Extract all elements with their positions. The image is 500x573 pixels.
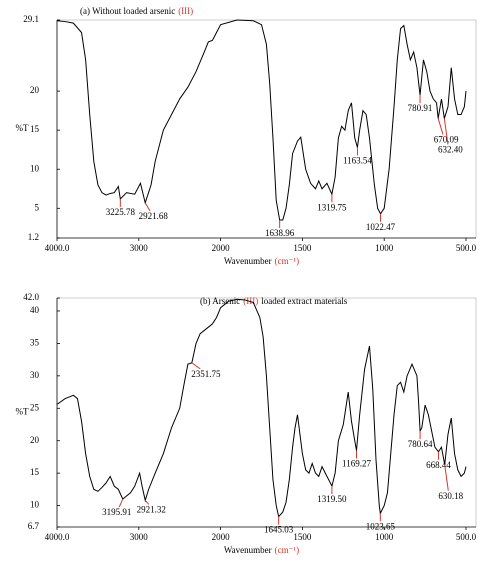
x-tick-label: 1500: [293, 243, 312, 253]
peak-label: 668.44: [426, 460, 451, 470]
chart-title-part: (III): [243, 296, 258, 306]
y-tick-label: 15: [30, 124, 40, 134]
y-tick-label: 20: [30, 435, 40, 445]
peak-label: 2351.75: [191, 369, 221, 379]
x-axis-label: Wavenumber (cm⁻¹): [224, 545, 299, 555]
y-tick-label: 29.1: [23, 14, 39, 24]
chart-title-part: (III): [178, 6, 193, 16]
chart-title: (a) Without loaded arsenic (III): [80, 6, 193, 16]
peak-label: 630.18: [438, 491, 463, 501]
y-tick-label: 40: [30, 305, 40, 315]
y-tick-label: 20: [30, 85, 40, 95]
x-axis-label-part: Wavenumber: [224, 256, 272, 266]
peak-marker: [144, 202, 151, 212]
chart-title-part: (b) Arsenic: [200, 296, 240, 306]
peak-label: 632.40: [438, 145, 463, 155]
y-tick-label: 10: [30, 163, 40, 173]
peak-marker: [191, 362, 201, 370]
x-tick-label: 1000: [375, 532, 394, 542]
peak-marker: [444, 464, 449, 491]
chart-title: (b) Arsenic (III) loaded extract materials: [200, 296, 348, 306]
x-tick-label: 4000.0: [45, 243, 70, 253]
x-tick-label: 1000: [375, 243, 394, 253]
chart-title-part: (a) Without loaded arsenic: [80, 6, 175, 16]
x-tick-label: 3000: [130, 243, 149, 253]
y-tick-label: 30: [30, 370, 40, 380]
x-axis-label-part: Wavenumber: [224, 545, 272, 555]
x-axis-label-part: (cm⁻¹): [275, 256, 299, 266]
peak-label: 1319.50: [317, 494, 347, 504]
peak-marker: [443, 118, 449, 145]
x-tick-label: 500.0: [456, 532, 477, 542]
x-tick-label: 2000: [212, 243, 231, 253]
peak-label: 2921.68: [139, 211, 169, 221]
y-tick-label: 6.7: [28, 521, 40, 531]
peak-marker: [437, 118, 444, 135]
peak-label: 3195.91: [102, 507, 131, 517]
peak-label: 1638.96: [265, 228, 295, 238]
y-tick-label: 10: [30, 500, 40, 510]
peak-label: 1319.75: [317, 202, 347, 212]
peak-label: 1169.27: [342, 459, 371, 469]
y-tick-label: 42.0: [23, 292, 39, 302]
y-tick-label: 35: [30, 337, 40, 347]
peak-label: 1645.03: [264, 525, 294, 535]
y-tick-label: 15: [30, 467, 40, 477]
x-tick-label: 2000: [212, 532, 231, 542]
x-axis-label: Wavenumber (cm⁻¹): [224, 256, 299, 266]
peak-label: 780.64: [408, 439, 433, 449]
peak-label: 670.09: [434, 135, 459, 145]
spectrum-line: [56, 19, 467, 221]
peak-label: 1022.47: [366, 222, 396, 232]
y-tick-label: 25: [30, 402, 40, 412]
peak-label: 780.91: [408, 103, 433, 113]
x-axis-label-part: (cm⁻¹): [275, 545, 299, 555]
x-tick-label: 3000: [130, 532, 149, 542]
x-tick-label: 1500: [293, 532, 312, 542]
peak-marker: [144, 500, 150, 505]
y-axis-label: %T: [16, 407, 29, 417]
peak-label: 2921.32: [137, 504, 166, 514]
peak-marker: [118, 498, 124, 508]
x-tick-label: 4000.0: [45, 532, 70, 542]
spectrum-line: [56, 298, 467, 518]
peak-label: 1023.65: [366, 521, 396, 531]
y-tick-label: 1.2: [28, 232, 39, 242]
peak-label: 1163.54: [343, 155, 372, 165]
y-tick-label: 5: [35, 202, 40, 212]
chart-title-part: loaded extract materials: [261, 296, 347, 306]
x-tick-label: 500.0: [456, 243, 477, 253]
y-axis-label: %T: [16, 123, 29, 133]
peak-label: 3225.78: [106, 207, 136, 217]
